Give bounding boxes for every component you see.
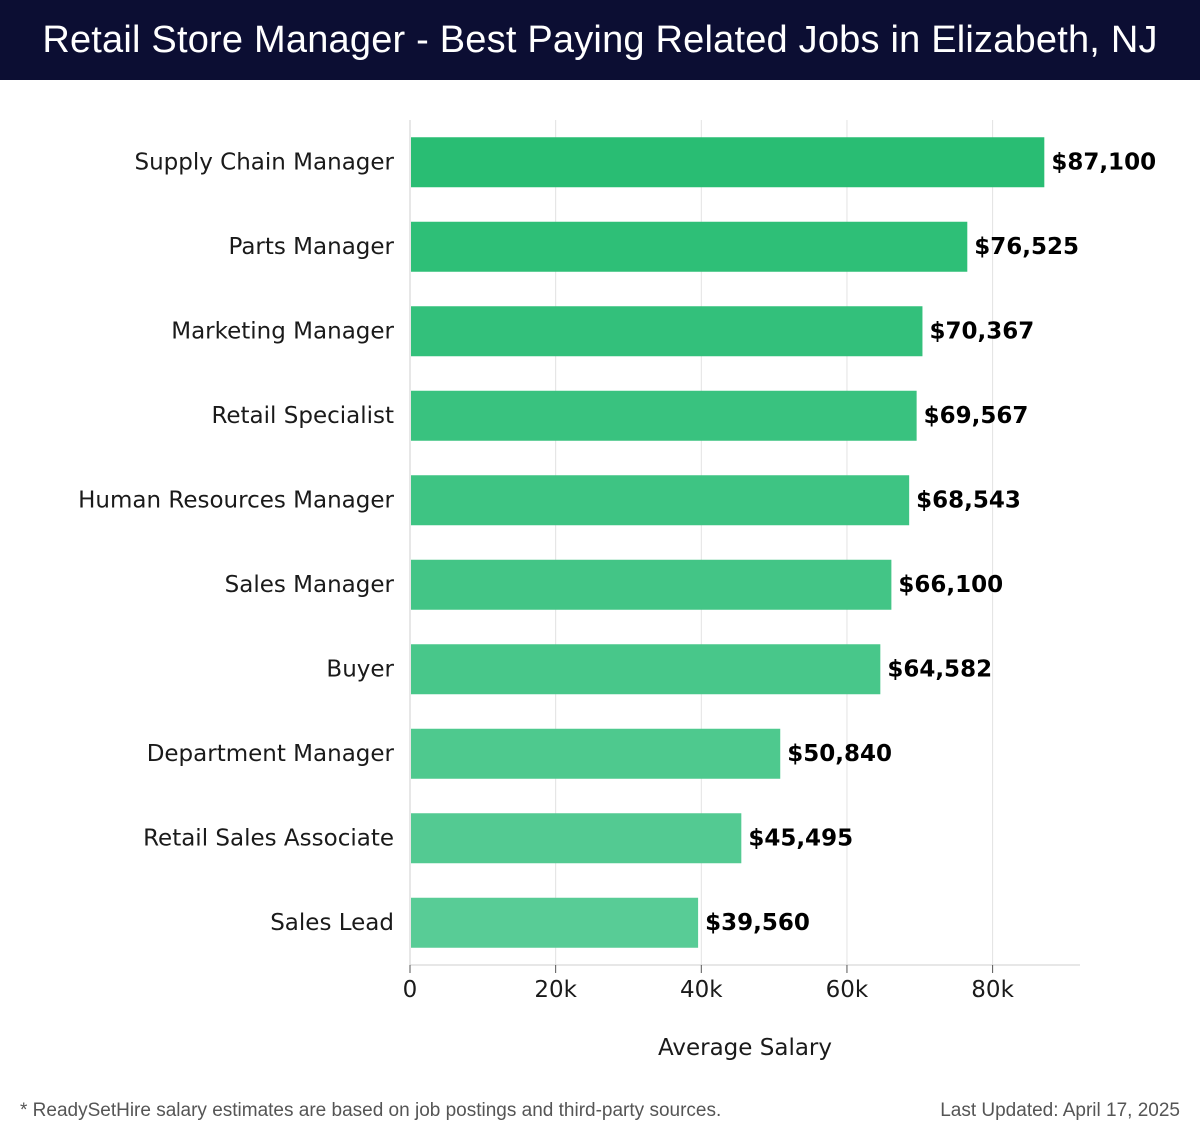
category-label: Buyer (326, 656, 394, 682)
data-label: $50,840 (787, 741, 892, 767)
category-label: Retail Sales Associate (143, 825, 394, 851)
category-label: Sales Manager (225, 572, 395, 598)
last-updated: Last Updated: April 17, 2025 (940, 1100, 1180, 1121)
bar (411, 475, 910, 526)
x-tick-label: 80k (971, 977, 1014, 1003)
category-label: Parts Manager (228, 234, 394, 260)
x-tick-label: 60k (826, 977, 869, 1003)
category-label: Supply Chain Manager (134, 149, 394, 175)
bar (411, 728, 781, 779)
chart-title: Retail Store Manager - Best Paying Relat… (42, 18, 1158, 61)
category-label: Marketing Manager (171, 318, 394, 344)
data-label: $39,560 (705, 910, 810, 936)
footnote: * ReadySetHire salary estimates are base… (20, 1100, 722, 1121)
category-label: Human Resources Manager (78, 487, 394, 513)
data-label: $45,495 (748, 825, 853, 851)
data-label: $76,525 (974, 234, 1079, 260)
salary-bar-chart: Supply Chain Manager $87,100 Parts Manager… (78, 120, 1156, 1061)
x-tick-label: 40k (680, 977, 723, 1003)
bar (411, 559, 892, 610)
bar (411, 813, 742, 864)
bar (411, 137, 1045, 188)
x-axis-title: Average Salary (658, 1035, 832, 1061)
bar (411, 221, 968, 272)
bar (411, 644, 881, 695)
data-label: $68,543 (916, 487, 1021, 513)
data-label: $64,582 (887, 656, 992, 682)
x-tick-label: 0 (403, 977, 418, 1003)
category-label: Retail Specialist (211, 403, 394, 429)
title-bar: Retail Store Manager - Best Paying Relat… (0, 0, 1200, 80)
category-label: Department Manager (147, 741, 395, 767)
bar (411, 306, 923, 357)
data-label: $66,100 (898, 572, 1003, 598)
bar (411, 897, 699, 948)
bar (411, 390, 917, 441)
data-label: $87,100 (1051, 149, 1156, 175)
category-label: Sales Lead (270, 910, 394, 936)
data-label: $70,367 (929, 318, 1034, 344)
x-tick-label: 20k (534, 977, 577, 1003)
data-label: $69,567 (924, 403, 1029, 429)
